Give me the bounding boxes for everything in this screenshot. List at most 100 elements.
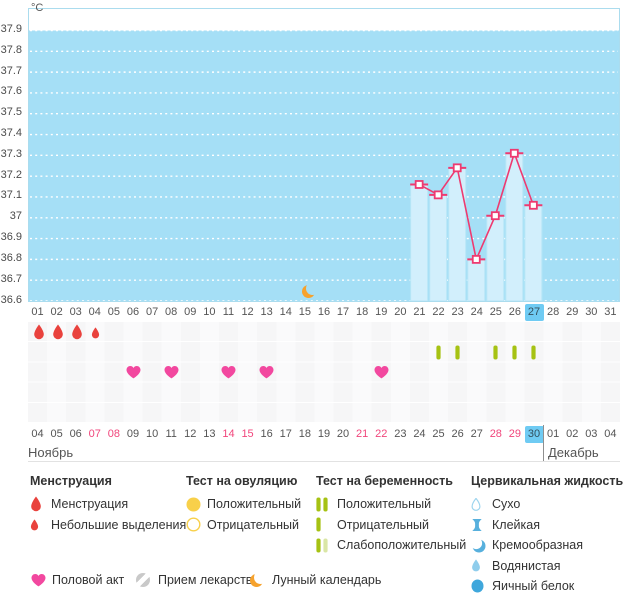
calendar-date-09[interactable]: 09 xyxy=(126,428,140,440)
cycle-day-05[interactable]: 05 xyxy=(107,306,120,318)
lunar-calendar-chart-icon[interactable] xyxy=(302,285,315,298)
calendar-date-16[interactable]: 16 xyxy=(260,428,273,440)
pregnancy-test-negative-icon-day-27[interactable] xyxy=(531,345,536,365)
intercourse-heart-icon-day-6[interactable] xyxy=(125,365,142,384)
cycle-day-10[interactable]: 10 xyxy=(203,306,216,318)
legend-item-label: Положительный xyxy=(207,497,302,512)
temperature-bar-day-24[interactable] xyxy=(467,258,486,301)
cycle-day-08[interactable]: 08 xyxy=(165,306,178,318)
temperature-point-day-27[interactable] xyxy=(528,200,538,210)
creamy-icon xyxy=(471,537,491,553)
cycle-day-28[interactable]: 28 xyxy=(546,306,560,318)
temperature-chart[interactable] xyxy=(29,9,619,301)
cycle-day-04[interactable]: 04 xyxy=(88,306,101,318)
calendar-date-01[interactable]: 01 xyxy=(546,428,560,440)
cycle-day-09[interactable]: 09 xyxy=(184,306,197,318)
cycle-day-24[interactable]: 24 xyxy=(470,306,483,318)
cycle-day-20[interactable]: 20 xyxy=(394,306,407,318)
cycle-day-29[interactable]: 29 xyxy=(566,306,579,318)
cycle-day-14[interactable]: 14 xyxy=(279,306,292,318)
calendar-date-05[interactable]: 05 xyxy=(50,428,63,440)
temperature-point-day-24[interactable] xyxy=(471,254,481,264)
pregnancy-test-negative-icon-day-26[interactable] xyxy=(512,345,517,365)
cycle-day-30[interactable]: 30 xyxy=(585,306,598,318)
cycle-day-26[interactable]: 26 xyxy=(508,306,522,318)
calendar-date-22[interactable]: 22 xyxy=(375,428,388,440)
pregnancy-test-negative-icon-day-22[interactable] xyxy=(436,345,441,365)
cycle-day-31[interactable]: 31 xyxy=(604,306,617,318)
cycle-day-11[interactable]: 11 xyxy=(222,306,235,318)
temperature-bar-day-22[interactable] xyxy=(429,194,448,301)
intercourse-heart-icon-day-8[interactable] xyxy=(163,365,180,384)
calendar-date-02[interactable]: 02 xyxy=(566,428,579,440)
temperature-point-day-26[interactable] xyxy=(509,148,519,158)
cycle-day-12[interactable]: 12 xyxy=(241,306,254,318)
cycle-day-18[interactable]: 18 xyxy=(356,306,369,318)
calendar-date-29[interactable]: 29 xyxy=(508,428,522,440)
temperature-bar-day-23[interactable] xyxy=(448,167,467,301)
calendar-date-14[interactable]: 14 xyxy=(222,428,235,440)
calendar-date-08[interactable]: 08 xyxy=(107,428,120,440)
temperature-bar-day-27[interactable] xyxy=(524,204,543,301)
menstruation-drop-icon-day-4[interactable] xyxy=(91,326,100,344)
cycle-day-13[interactable]: 13 xyxy=(260,306,273,318)
event-grid[interactable] xyxy=(28,322,620,423)
calendar-date-24[interactable]: 24 xyxy=(413,428,426,440)
menstruation-drop-icon-day-3[interactable] xyxy=(71,324,83,345)
temperature-bar-day-21[interactable] xyxy=(410,183,429,301)
calendar-date-26[interactable]: 26 xyxy=(451,428,464,440)
cycle-day-01[interactable]: 01 xyxy=(31,306,44,318)
cycle-day-25[interactable]: 25 xyxy=(489,306,502,318)
calendar-date-11[interactable]: 11 xyxy=(165,428,177,440)
calendar-date-19[interactable]: 19 xyxy=(317,428,331,440)
calendar-date-04[interactable]: 04 xyxy=(31,428,44,440)
calendar-date-12[interactable]: 12 xyxy=(184,428,197,440)
cycle-day-15[interactable]: 15 xyxy=(298,306,311,318)
y-tick-36.8: 36.8 xyxy=(0,251,22,264)
calendar-date-21[interactable]: 21 xyxy=(356,428,369,440)
calendar-date-15[interactable]: 15 xyxy=(241,428,254,440)
intercourse-heart-icon-day-13[interactable] xyxy=(258,365,275,384)
calendar-date-07[interactable]: 07 xyxy=(88,428,101,440)
intercourse-heart-icon-day-19[interactable] xyxy=(373,365,390,384)
calendar-date-23[interactable]: 23 xyxy=(394,428,407,440)
cycle-day-19[interactable]: 19 xyxy=(375,306,388,318)
calendar-date-25[interactable]: 25 xyxy=(432,428,445,440)
calendar-date-30[interactable]: 30 xyxy=(524,426,544,443)
drop-large-icon xyxy=(30,496,50,512)
cycle-day-02[interactable]: 02 xyxy=(50,306,63,318)
temperature-point-day-25[interactable] xyxy=(490,211,500,221)
temperature-point-day-22[interactable] xyxy=(433,190,443,200)
cycle-day-21[interactable]: 21 xyxy=(413,306,426,318)
cycle-day-07[interactable]: 07 xyxy=(145,306,159,318)
calendar-date-27[interactable]: 27 xyxy=(470,428,483,440)
calendar-date-28[interactable]: 28 xyxy=(489,428,502,440)
legend-item: Яичный белок xyxy=(471,576,623,597)
menstruation-drop-icon-day-1[interactable] xyxy=(33,324,45,345)
cycle-day-03[interactable]: 03 xyxy=(69,306,82,318)
calendar-date-06[interactable]: 06 xyxy=(69,428,82,440)
cycle-day-06[interactable]: 06 xyxy=(126,306,140,318)
menstruation-drop-icon-day-2[interactable] xyxy=(52,324,64,345)
calendar-date-18[interactable]: 18 xyxy=(298,428,311,440)
calendar-date-10[interactable]: 10 xyxy=(145,428,159,440)
cycle-day-22[interactable]: 22 xyxy=(432,306,445,318)
calendar-date-03[interactable]: 03 xyxy=(585,428,598,440)
temperature-point-day-21[interactable] xyxy=(414,180,424,189)
y-tick-37.5: 37.5 xyxy=(0,106,22,119)
calendar-date-13[interactable]: 13 xyxy=(203,428,216,440)
calendar-date-04[interactable]: 04 xyxy=(604,428,617,440)
temperature-point-day-23[interactable] xyxy=(452,163,462,173)
cycle-day-17[interactable]: 17 xyxy=(336,306,350,318)
cycle-day-27[interactable]: 27 xyxy=(524,304,544,321)
cycle-day-23[interactable]: 23 xyxy=(451,306,464,318)
temperature-plot-area[interactable] xyxy=(28,8,620,302)
pregnancy-test-negative-icon-day-25[interactable] xyxy=(493,345,498,365)
month-divider xyxy=(543,425,544,461)
cycle-day-16[interactable]: 16 xyxy=(317,306,331,318)
calendar-date-20[interactable]: 20 xyxy=(336,428,350,440)
intercourse-heart-icon-day-11[interactable] xyxy=(220,365,237,384)
calendar-date-17[interactable]: 17 xyxy=(279,428,292,440)
pregnancy-test-negative-icon-day-23[interactable] xyxy=(455,345,460,365)
test-single-bar-icon xyxy=(316,517,336,532)
